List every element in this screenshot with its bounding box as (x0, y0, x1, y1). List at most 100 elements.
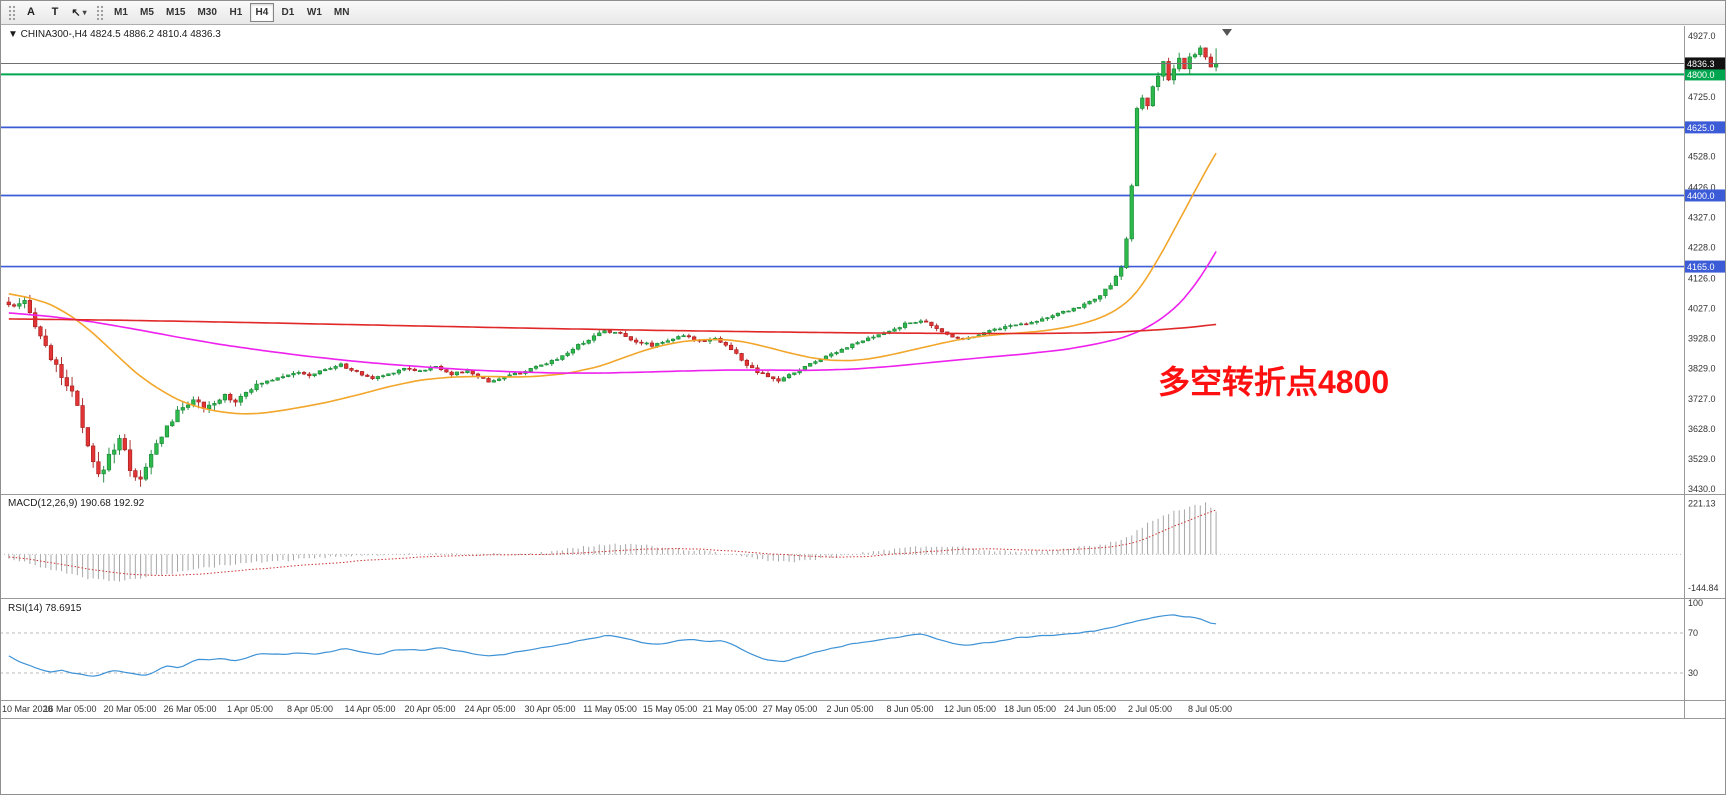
candle (829, 353, 834, 357)
price-tick: 3829.0 (1688, 363, 1716, 373)
candle (950, 334, 955, 338)
time-label: 14 Apr 05:00 (344, 704, 395, 714)
candle (412, 368, 417, 372)
candle (813, 361, 818, 364)
candle (1134, 108, 1140, 187)
ma-medium-line (8, 251, 1217, 374)
candle (280, 376, 286, 379)
timeframe-button-d1[interactable]: D1 (276, 3, 300, 22)
candle (1045, 317, 1050, 320)
candle (175, 409, 180, 423)
candle (1140, 97, 1145, 109)
candle (323, 369, 328, 372)
timeframe-button-h1[interactable]: H1 (224, 3, 248, 22)
time-label: 21 May 05:00 (703, 704, 758, 714)
price-axis[interactable]: 4927.04826.04725.04628.04528.04426.04327… (1685, 31, 1726, 494)
price-tick: 3928.0 (1688, 333, 1716, 343)
candle (676, 336, 681, 340)
candle (723, 342, 728, 346)
candle (217, 399, 222, 404)
candle (902, 322, 908, 328)
candle (365, 374, 370, 377)
candle (6, 301, 11, 306)
candle (544, 363, 549, 366)
horizontal-line-objects[interactable] (0, 73, 1684, 268)
type-tool-button[interactable]: T (44, 2, 66, 22)
candle (634, 339, 639, 343)
candle (1192, 54, 1198, 58)
candle (586, 339, 591, 344)
candle (96, 461, 101, 475)
candle (1013, 324, 1018, 327)
candle (17, 303, 22, 307)
line-price-label: 4625.0 (1687, 123, 1715, 133)
candle (939, 328, 945, 333)
candle (1203, 47, 1208, 58)
candle (623, 333, 628, 337)
candle (496, 378, 502, 381)
candle (1129, 185, 1134, 240)
text-tool-button[interactable]: A (20, 2, 42, 22)
toolbar-grip-icon[interactable] (7, 4, 15, 20)
timeframe-button-m5[interactable]: M5 (135, 3, 159, 22)
candle (892, 328, 897, 332)
candle (423, 369, 428, 372)
candle (164, 425, 170, 438)
cursor-tool-button[interactable]: ↖ ▾ (68, 2, 90, 22)
candle (1061, 310, 1066, 314)
timeframe-toolbar-grip-icon[interactable] (95, 4, 103, 20)
candle (370, 376, 375, 379)
candle (1171, 68, 1177, 81)
candle (570, 348, 576, 354)
timeframe-button-m15[interactable]: M15 (161, 3, 190, 22)
candle (686, 335, 691, 338)
candle (207, 404, 212, 410)
candle (918, 320, 923, 323)
timeframe-group: M1 M5 M15 M30 H1 H4 D1 W1 MN (108, 2, 355, 22)
candle (1087, 300, 1092, 305)
candle (233, 399, 238, 403)
chart-shift-marker-icon[interactable] (1222, 29, 1232, 36)
timeframe-button-m30[interactable]: M30 (192, 3, 221, 22)
candle (760, 372, 765, 375)
candle (1018, 323, 1024, 326)
timeframe-button-h4[interactable]: H4 (249, 2, 274, 22)
candle (1119, 267, 1124, 277)
time-label: 20 Apr 05:00 (404, 704, 455, 714)
timeframe-button-w1[interactable]: W1 (302, 3, 327, 22)
candle (618, 332, 623, 334)
candle (243, 392, 249, 397)
timeframe-button-mn[interactable]: MN (329, 3, 355, 22)
price-tick: 4528.0 (1688, 152, 1716, 162)
candle (549, 360, 554, 365)
macd-axis-min: -144.84 (1688, 583, 1719, 593)
candle (101, 469, 106, 475)
candle (554, 359, 560, 361)
candle (533, 366, 539, 369)
candle (149, 454, 154, 468)
indicator-axis-labels: 221.13 -144.84 100 70 30 (1688, 498, 1719, 678)
candle (665, 340, 670, 343)
time-label: 26 Mar 05:00 (163, 704, 216, 714)
candle (417, 370, 423, 372)
candle (1198, 47, 1203, 55)
candle (739, 353, 744, 361)
candle (212, 403, 217, 406)
timeframe-button-m1[interactable]: M1 (109, 3, 133, 22)
top-toolbar: A T ↖ ▾ M1 M5 M15 M30 H1 H4 D1 W1 MN (0, 0, 1726, 25)
candle (1145, 97, 1150, 107)
candle (850, 343, 855, 348)
candle (444, 369, 449, 373)
line-price-label-bg (1685, 121, 1726, 134)
chart-canvas[interactable] (0, 26, 1726, 718)
candle (591, 335, 597, 341)
annotation-text[interactable]: 多空转折点4800 (1158, 364, 1389, 400)
price-tick: 4027.0 (1688, 303, 1716, 313)
candle (449, 371, 454, 376)
candle (866, 337, 871, 342)
candle (644, 342, 649, 345)
candle (750, 365, 755, 369)
time-label: 30 Apr 05:00 (524, 704, 575, 714)
